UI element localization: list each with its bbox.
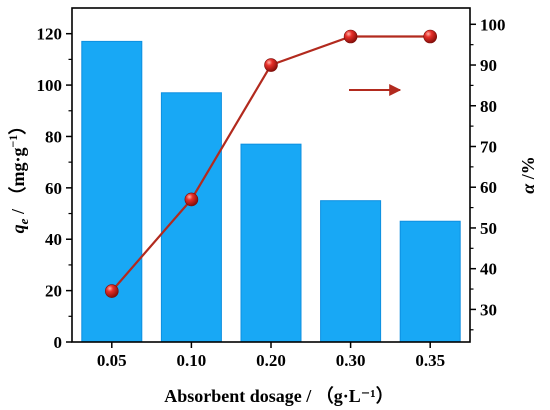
x-tick-label: 0.20 — [256, 351, 286, 370]
bar-0.10 — [160, 92, 222, 343]
right-tick-label: 40 — [480, 260, 497, 279]
bars-layer — [81, 40, 461, 343]
right-axis-title: α /% — [518, 156, 538, 193]
x-tick-label: 0.30 — [336, 351, 366, 370]
bar-0.30 — [320, 200, 382, 343]
left-tick-label: 80 — [45, 127, 62, 146]
x-axis-title: Absorbent dosage / （g·L⁻¹） — [164, 386, 393, 406]
right-tick-label: 80 — [480, 97, 497, 116]
line-point-0.10 — [184, 192, 199, 207]
left-tick-label: 40 — [45, 230, 62, 249]
right-tick-label: 50 — [480, 219, 497, 238]
line-point-0.30 — [343, 29, 358, 44]
bar-0.20 — [240, 143, 302, 343]
right-tick-label: 30 — [480, 300, 497, 319]
left-tick-label: 100 — [37, 76, 63, 95]
right-tick-label: 90 — [480, 56, 497, 75]
left-tick-label: 20 — [45, 282, 62, 301]
line-point-0.35 — [423, 29, 438, 44]
line-layer — [105, 29, 438, 298]
x-tick-label: 0.35 — [415, 351, 445, 370]
bar-0.35 — [399, 220, 461, 343]
right-tick-label: 60 — [480, 178, 497, 197]
left-tick-label: 60 — [45, 179, 62, 198]
ticks-layer: 0 20 40 60 80 100 120 30 40 50 60 70 80 90 100 0.05 0.10… — [37, 15, 506, 370]
x-tick-label: 0.10 — [177, 351, 207, 370]
x-tick-label: 0.05 — [97, 351, 127, 370]
left-axis-title: qe / （mg·g−1） — [6, 117, 31, 234]
left-tick-label: 0 — [54, 333, 63, 352]
right-tick-label: 100 — [480, 15, 506, 34]
line-point-0.20 — [264, 58, 278, 72]
left-tick-label: 120 — [37, 25, 63, 44]
axis-titles: Absorbent dosage / （g·L⁻¹） qe / （mg·g−1） α… — [6, 117, 538, 406]
right-tick-label: 70 — [480, 137, 497, 156]
line-point-0.05 — [105, 284, 119, 298]
